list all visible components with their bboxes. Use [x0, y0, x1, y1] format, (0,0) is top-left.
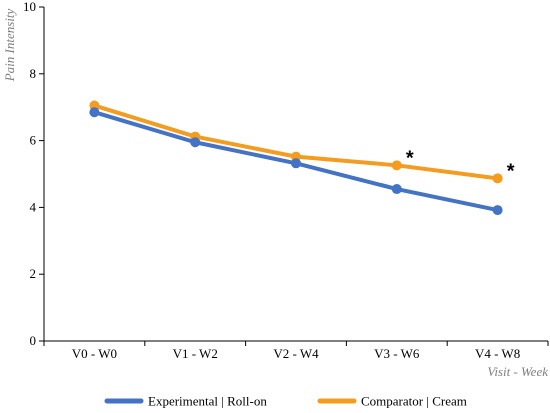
- data-point: [391, 160, 402, 171]
- y-axis-title: Pain Intensity: [2, 8, 17, 82]
- legend: Experimental | Roll-on Comparator | Cream: [104, 394, 467, 409]
- data-point: [89, 107, 100, 118]
- legend-label: Experimental | Roll-on: [148, 394, 267, 409]
- y-tick-label: 6: [30, 133, 37, 148]
- x-tick-label: V4 - W8: [475, 346, 520, 361]
- data-point: [391, 184, 402, 195]
- x-tick-label: V3 - W6: [374, 346, 420, 361]
- x-axis-title: Visit - Week: [487, 364, 548, 379]
- axes: [39, 6, 549, 346]
- y-tick-label: 8: [30, 66, 37, 81]
- x-tick-label: V0 - W0: [72, 346, 117, 361]
- data-point: [492, 205, 503, 216]
- y-tick-label: 2: [30, 266, 37, 281]
- annotations-layer: **: [406, 147, 515, 182]
- y-tick-label: 10: [23, 0, 36, 14]
- y-tick-label: 4: [30, 199, 37, 214]
- data-point: [291, 158, 301, 169]
- legend-label: Comparator | Cream: [361, 394, 467, 409]
- series-layer: [89, 100, 503, 216]
- significance-marker: *: [406, 147, 414, 169]
- y-tick-label: 0: [30, 333, 37, 348]
- tick-labels: 0 2 4 6 8 10 V0 - W0 V1 - W2 V2 - W4 V3 - W6 V4 - …: [23, 0, 520, 361]
- data-point: [492, 173, 503, 184]
- significance-marker: *: [507, 160, 515, 182]
- x-tick-label: V1 - W2: [173, 346, 218, 361]
- x-tick-label: V2 - W4: [273, 346, 319, 361]
- data-point: [190, 137, 201, 148]
